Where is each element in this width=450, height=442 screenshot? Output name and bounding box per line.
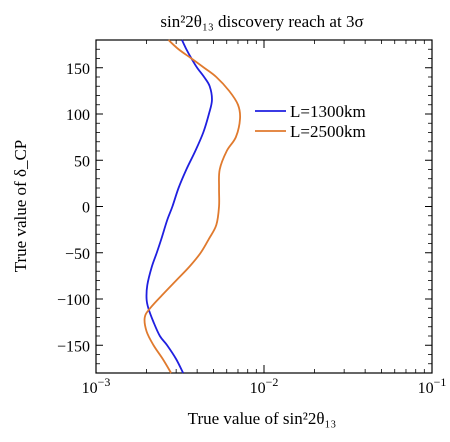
y-axis-label: True value of δ_CP <box>11 140 30 273</box>
axis-ticks <box>95 39 433 374</box>
y-tick-label: 150 <box>66 61 90 78</box>
y-tick-label: −50 <box>65 246 90 263</box>
chart-title: sin²2θ₁₃ discovery reach at 3σ <box>160 12 363 31</box>
series-line-1 <box>145 39 213 374</box>
x-tick-labels: 10−3 10−2 10−1 <box>82 375 447 397</box>
x-tick-label: 10−3 <box>82 375 111 397</box>
y-tick-labels: 150 100 50 0 −50 −100 −150 <box>57 61 90 356</box>
legend-label-1: L=1300km <box>290 102 366 121</box>
y-tick-label: −150 <box>57 338 90 355</box>
series-lines <box>143 39 242 374</box>
x-tick-label: 10−2 <box>250 375 279 397</box>
y-tick-label: −100 <box>57 292 90 309</box>
series-line-2 <box>143 39 242 374</box>
y-tick-label: 100 <box>66 107 90 124</box>
x-tick-label: 10−1 <box>418 375 447 397</box>
y-tick-label: 0 <box>82 200 90 217</box>
plot-frame <box>95 39 433 374</box>
x-axis-label: True value of sin²2θ₁₃ <box>188 409 337 428</box>
legend-label-2: L=2500km <box>290 122 366 141</box>
y-tick-label: 50 <box>74 153 90 170</box>
